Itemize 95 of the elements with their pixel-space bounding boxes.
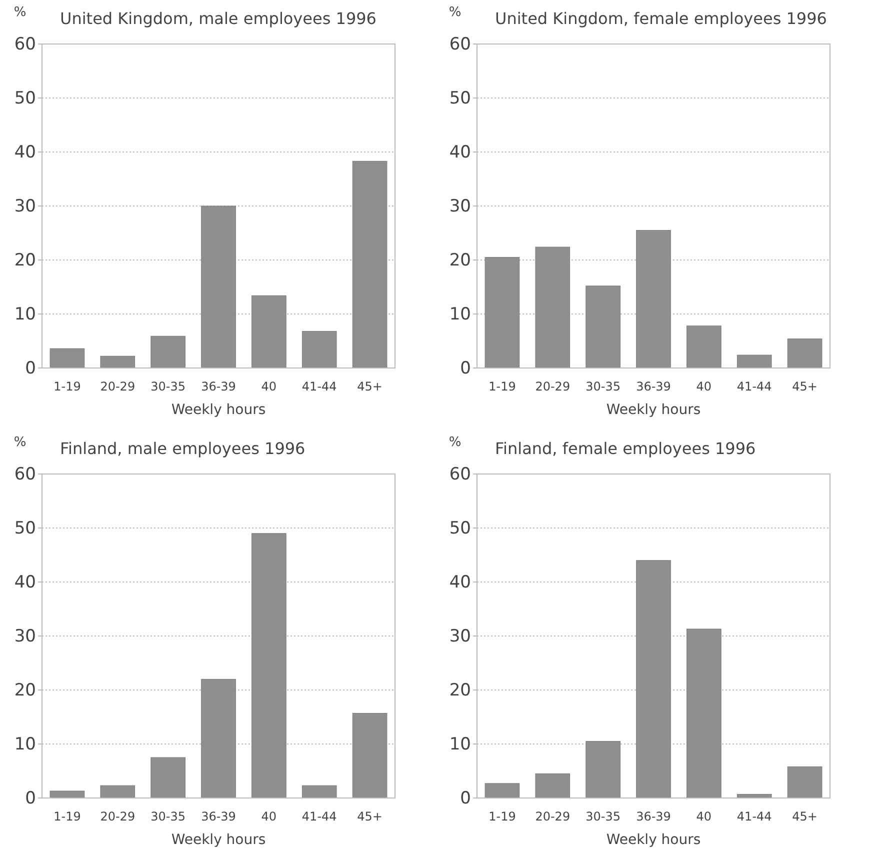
y-tick-label: 30 xyxy=(14,626,36,646)
x-tick-label: 20-29 xyxy=(100,810,136,824)
x-tick-label: 1-19 xyxy=(54,810,81,824)
x-tick-label: 20-29 xyxy=(100,380,136,394)
y-tick-label: 50 xyxy=(449,518,471,538)
y-tick-label: 30 xyxy=(449,196,471,216)
bar xyxy=(787,766,822,798)
bar xyxy=(150,757,186,798)
y-axis-title: % xyxy=(448,435,462,450)
x-tick-label: 30-35 xyxy=(150,810,186,824)
y-tick-label: 10 xyxy=(449,734,471,754)
x-tick-label: 1-19 xyxy=(488,380,516,394)
y-tick-label: 40 xyxy=(14,142,36,162)
x-tick-label: 30-35 xyxy=(586,380,621,394)
y-tick-label: 60 xyxy=(14,34,36,54)
bar xyxy=(535,773,570,798)
bar xyxy=(201,678,236,798)
y-tick-label: 60 xyxy=(449,34,471,54)
x-tick-label: 40 xyxy=(261,810,277,824)
bar xyxy=(50,790,85,798)
y-tick-label: 60 xyxy=(449,464,471,484)
x-tick-label: 45+ xyxy=(792,810,818,824)
bar xyxy=(686,628,722,798)
chart-title: Finland, female employees 1996 xyxy=(495,439,756,458)
y-tick-label: 20 xyxy=(14,680,36,700)
bar xyxy=(586,741,620,798)
y-tick-label: 50 xyxy=(449,88,471,108)
bar xyxy=(302,331,337,368)
bar xyxy=(150,336,186,368)
chart-title: United Kingdom, male employees 1996 xyxy=(60,9,376,28)
x-tick-label: 30-35 xyxy=(150,380,186,394)
bar xyxy=(484,783,520,798)
x-tick-label: 45+ xyxy=(357,380,382,394)
y-tick-label: 0 xyxy=(25,358,36,378)
bar xyxy=(535,246,570,368)
bar xyxy=(352,712,388,798)
y-tick-label: 20 xyxy=(449,250,471,270)
bar xyxy=(736,354,772,368)
y-tick-label: 10 xyxy=(14,734,36,754)
x-tick-label: 41-44 xyxy=(736,810,772,824)
bar xyxy=(586,286,620,368)
x-tick-label: 20-29 xyxy=(535,810,570,824)
bar xyxy=(787,338,822,368)
bar xyxy=(302,785,337,798)
x-tick-label: 45+ xyxy=(792,380,818,394)
y-tick-label: 0 xyxy=(460,358,471,378)
y-tick-label: 10 xyxy=(449,304,471,324)
y-tick-label: 20 xyxy=(14,250,36,270)
bar xyxy=(252,533,286,798)
x-axis-title: Weekly hours xyxy=(171,402,266,418)
x-tick-label: 41-44 xyxy=(302,810,337,824)
bar xyxy=(201,206,236,368)
x-tick-label: 45+ xyxy=(357,810,382,824)
x-tick-label: 36-39 xyxy=(636,380,671,394)
y-tick-label: 50 xyxy=(14,518,36,538)
x-axis-title: Weekly hours xyxy=(606,402,701,418)
y-tick-label: 40 xyxy=(14,572,36,592)
bar xyxy=(50,348,85,368)
bar xyxy=(686,326,722,368)
bar xyxy=(636,230,671,368)
bar xyxy=(352,160,388,368)
x-tick-label: 36-39 xyxy=(201,380,236,394)
y-tick-label: 0 xyxy=(460,788,471,808)
bar xyxy=(100,356,136,368)
x-tick-label: 40 xyxy=(696,810,712,824)
x-axis-title: Weekly hours xyxy=(171,832,266,848)
y-axis-title: % xyxy=(448,5,462,20)
x-tick-label: 36-39 xyxy=(636,810,671,824)
bar xyxy=(252,295,286,368)
y-axis-title: % xyxy=(14,435,26,450)
x-tick-label: 40 xyxy=(696,380,712,394)
y-tick-label: 10 xyxy=(14,304,36,324)
bar xyxy=(484,257,520,368)
x-tick-label: 30-35 xyxy=(586,810,621,824)
y-axis-title: % xyxy=(14,5,26,20)
y-tick-label: 60 xyxy=(14,464,36,484)
bar xyxy=(636,560,671,798)
x-tick-label: 40 xyxy=(261,380,277,394)
x-tick-label: 20-29 xyxy=(535,380,570,394)
x-tick-label: 1-19 xyxy=(54,380,81,394)
y-tick-label: 30 xyxy=(14,196,36,216)
y-tick-label: 20 xyxy=(449,680,471,700)
chart-title: Finland, male employees 1996 xyxy=(60,439,306,458)
bar xyxy=(100,785,136,798)
y-tick-label: 40 xyxy=(449,142,471,162)
y-tick-label: 0 xyxy=(25,788,36,808)
y-tick-label: 40 xyxy=(449,572,471,592)
x-tick-label: 41-44 xyxy=(736,380,772,394)
y-tick-label: 30 xyxy=(449,626,471,646)
x-tick-label: 41-44 xyxy=(302,380,337,394)
y-tick-label: 50 xyxy=(14,88,36,108)
x-axis-title: Weekly hours xyxy=(606,832,701,848)
x-tick-label: 36-39 xyxy=(201,810,236,824)
x-tick-label: 1-19 xyxy=(488,810,516,824)
chart-title: United Kingdom, female employees 1996 xyxy=(495,9,827,28)
